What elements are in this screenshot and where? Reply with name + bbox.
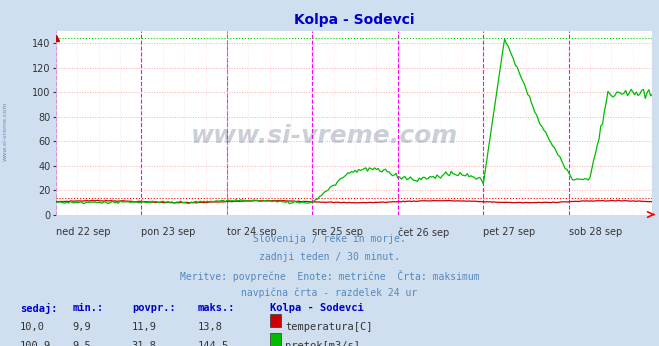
Text: zadnji teden / 30 minut.: zadnji teden / 30 minut. <box>259 252 400 262</box>
Text: maks.:: maks.: <box>198 303 235 313</box>
Text: 13,8: 13,8 <box>198 322 223 332</box>
Text: ned 22 sep: ned 22 sep <box>56 227 111 237</box>
Text: 10,0: 10,0 <box>20 322 45 332</box>
Text: čet 26 sep: čet 26 sep <box>398 227 449 238</box>
Text: Kolpa - Sodevci: Kolpa - Sodevci <box>270 303 364 313</box>
Text: navpična črta - razdelek 24 ur: navpična črta - razdelek 24 ur <box>241 288 418 298</box>
Text: 11,9: 11,9 <box>132 322 157 332</box>
Text: sedaj:: sedaj: <box>20 303 57 314</box>
Text: sob 28 sep: sob 28 sep <box>569 227 622 237</box>
Text: www.si-vreme.com: www.si-vreme.com <box>3 102 8 161</box>
Text: 100,9: 100,9 <box>20 341 51 346</box>
Text: Slovenija / reke in morje.: Slovenija / reke in morje. <box>253 234 406 244</box>
Text: Meritve: povprečne  Enote: metrične  Črta: maksimum: Meritve: povprečne Enote: metrične Črta:… <box>180 270 479 282</box>
Text: pet 27 sep: pet 27 sep <box>483 227 536 237</box>
Title: Kolpa - Sodevci: Kolpa - Sodevci <box>294 13 415 27</box>
Text: min.:: min.: <box>72 303 103 313</box>
Text: 9,9: 9,9 <box>72 322 91 332</box>
Text: pretok[m3/s]: pretok[m3/s] <box>285 341 360 346</box>
Text: sre 25 sep: sre 25 sep <box>312 227 363 237</box>
Text: 144,5: 144,5 <box>198 341 229 346</box>
Text: 9,5: 9,5 <box>72 341 91 346</box>
Text: www.si-vreme.com: www.si-vreme.com <box>190 124 458 148</box>
Text: povpr.:: povpr.: <box>132 303 175 313</box>
Text: temperatura[C]: temperatura[C] <box>285 322 373 332</box>
Text: pon 23 sep: pon 23 sep <box>142 227 196 237</box>
Text: 31,8: 31,8 <box>132 341 157 346</box>
Text: tor 24 sep: tor 24 sep <box>227 227 277 237</box>
